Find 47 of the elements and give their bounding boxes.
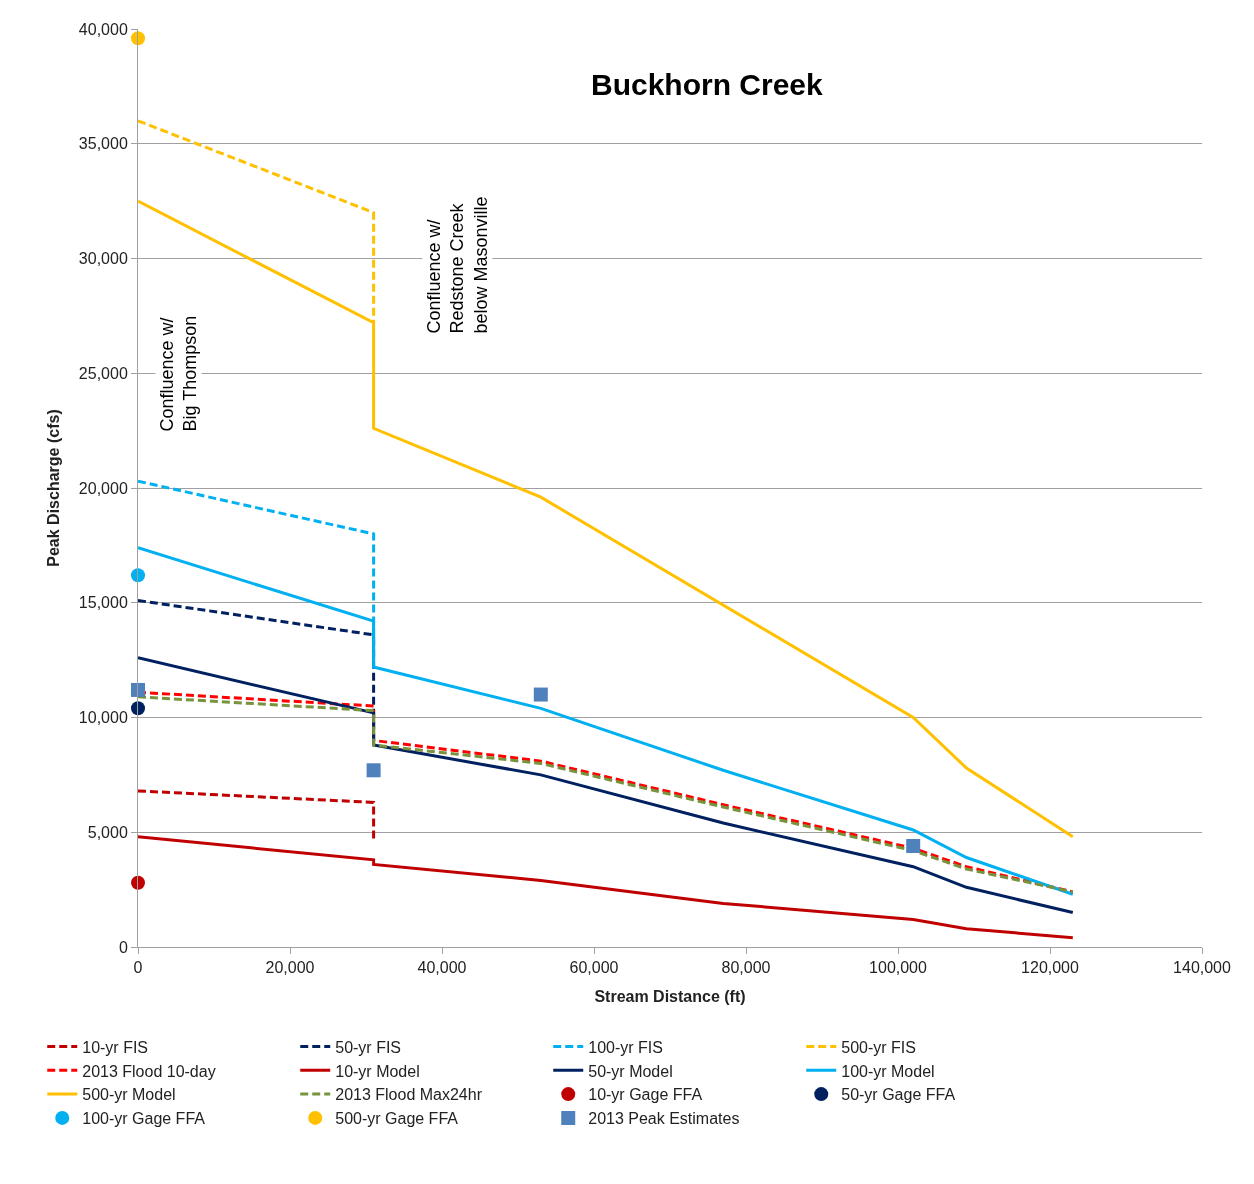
- legend-label: 2013 Flood Max24hr: [335, 1086, 483, 1104]
- y-tick-label: 10,000: [78, 709, 128, 727]
- point: [131, 875, 145, 890]
- point: [131, 701, 145, 716]
- point: [131, 31, 145, 46]
- legend-label: 2013 Peak Estimates: [588, 1110, 740, 1128]
- x-tick-label: 140,000: [1173, 959, 1232, 977]
- legend-label: 2013 Flood 10-day: [82, 1062, 216, 1080]
- legend-label: 500-yr Model: [82, 1086, 176, 1104]
- x-tick-label: 40,000: [417, 959, 467, 977]
- legend-label: 10-yr Model: [335, 1062, 420, 1080]
- y-tick-label: 25,000: [78, 364, 128, 382]
- y-tick-label: 20,000: [78, 479, 128, 497]
- point: [131, 682, 145, 697]
- x-tick-label: 100,000: [869, 959, 928, 977]
- x-tick-label: 60,000: [569, 959, 619, 977]
- legend-label: 100-yr Model: [841, 1062, 935, 1080]
- x-axis-title: Stream Distance (ft): [594, 987, 746, 1005]
- y-tick-label: 5,000: [87, 823, 128, 841]
- legend-label: 500-yr FIS: [841, 1038, 916, 1056]
- line-series: [138, 656, 1075, 915]
- legend-label: 10-yr FIS: [82, 1038, 149, 1056]
- point: [131, 568, 145, 583]
- y-tick-label: 35,000: [78, 135, 128, 153]
- x-tick-label: 80,000: [721, 959, 771, 977]
- y-tick-label: 15,000: [78, 594, 128, 612]
- annotation: Confluence w/ Redstone Creek below Masonville: [423, 196, 491, 334]
- line-series: [138, 835, 1075, 940]
- legend-label: 10-yr Gage FFA: [588, 1086, 703, 1104]
- legend-label: 50-yr Gage FFA: [841, 1086, 956, 1104]
- legend-label: 500-yr Gage FFA: [335, 1110, 459, 1128]
- y-tick-label: 40,000: [78, 20, 128, 38]
- point: [533, 687, 548, 702]
- x-tick-label: 120,000: [1021, 959, 1080, 977]
- y-tick-label: 30,000: [78, 250, 128, 268]
- legend-label: 50-yr Model: [588, 1062, 673, 1080]
- point: [366, 763, 381, 778]
- x-tick-label: 0: [133, 959, 143, 977]
- legend-label: 100-yr FIS: [588, 1038, 663, 1056]
- y-axis-title: Peak Discharge (cfs): [44, 409, 62, 567]
- text: Buckhorn Creek: [591, 68, 824, 101]
- y-tick-label: 0: [118, 938, 128, 956]
- x-tick-label: 20,000: [265, 959, 315, 977]
- point: [906, 839, 921, 854]
- annotation: Confluence w/ Big Thompson: [157, 315, 201, 432]
- legend-label: 50-yr FIS: [335, 1038, 402, 1056]
- legend-label: 100-yr Gage FFA: [82, 1110, 206, 1128]
